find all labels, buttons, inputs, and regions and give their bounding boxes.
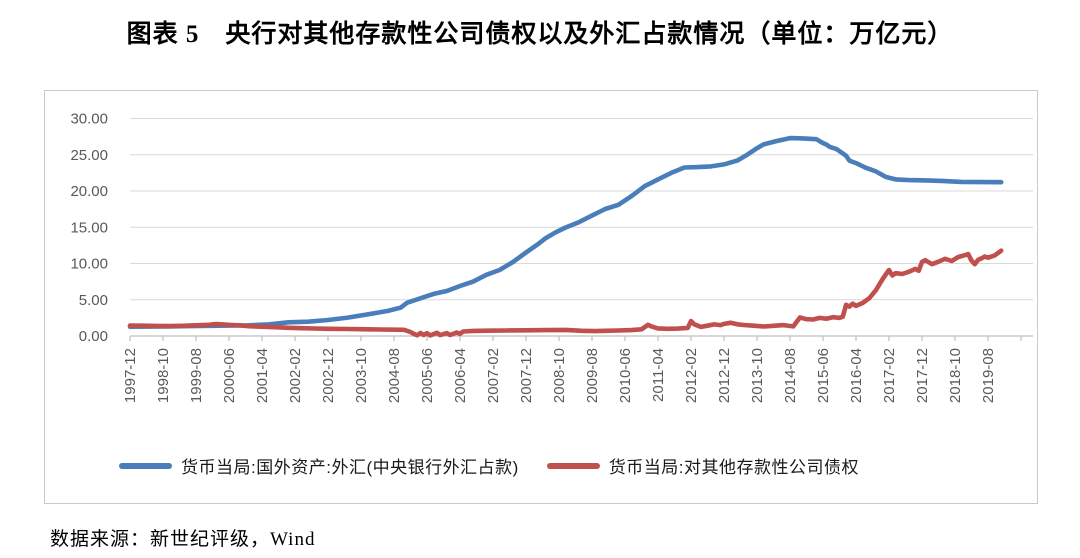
plot-svg: 0.00 5.00 10.00 15.00 20.00 25.00 30.00 1997-12… [70, 111, 1033, 403]
x-tick-label: 1997-12 [122, 348, 139, 403]
x-tick-label: 2019-08 [980, 348, 997, 403]
chart-container: 0.00 5.00 10.00 15.00 20.00 25.00 30.00 1997-12… [44, 90, 1038, 504]
y-tick-label: 25.00 [70, 147, 108, 164]
x-tick-label: 1999-08 [188, 348, 205, 403]
legend: 货币当局:国外资产:外汇(中央银行外汇占款) 货币当局:对其他存款性公司债权 [119, 453, 887, 478]
legend-item-claims: 货币当局:对其他存款性公司债权 [546, 453, 860, 478]
x-tick-label: 2009-08 [584, 348, 601, 403]
x-tick-label: 2014-08 [782, 348, 799, 403]
x-tick-label: 2004-08 [386, 348, 403, 403]
x-tick-label: 2013-10 [749, 348, 766, 403]
x-tick-label: 2002-02 [287, 348, 304, 403]
x-tick-label: 2005-06 [419, 348, 436, 403]
source-note: 数据来源：新世纪评级，Wind [50, 529, 316, 550]
x-tick-label: 2003-10 [353, 348, 370, 403]
series-line-fx [127, 135, 1004, 329]
x-tick-label: 2006-04 [452, 348, 469, 403]
chart-title: 图表 5 央行对其他存款性公司债权以及外汇占款情况（单位：万亿元） [126, 21, 954, 48]
y-tick-label: 5.00 [79, 292, 108, 309]
x-tick-label: 2015-06 [815, 348, 832, 403]
x-tick-label: 2012-02 [683, 348, 700, 403]
y-tick-label: 15.00 [70, 219, 108, 236]
x-tick-label: 2011-04 [650, 348, 667, 402]
y-tick-label: 10.00 [70, 256, 108, 273]
x-tick-label: 2017-12 [914, 348, 931, 403]
x-tick-label: 2008-10 [551, 348, 568, 403]
x-tick-label: 2001-04 [254, 348, 271, 403]
y-tick-label: 0.00 [79, 328, 108, 345]
series-line-claims [127, 248, 1004, 338]
y-tick-label: 20.00 [70, 183, 108, 200]
legend-swatch-red-line-icon [546, 462, 600, 469]
legend-label-claims: 货币当局:对其他存款性公司债权 [608, 458, 860, 477]
x-tick-label: 2002-12 [320, 348, 337, 403]
x-tick-label: 2012-12 [716, 348, 733, 403]
legend-swatch-blue-line-icon [119, 462, 172, 469]
legend-item-fx: 货币当局:国外资产:外汇(中央银行外汇占款) [119, 453, 519, 478]
legend-label-fx: 货币当局:国外资产:外汇(中央银行外汇占款) [181, 458, 519, 477]
x-tick-label: 2016-04 [848, 348, 865, 403]
x-tick-label: 1998-10 [155, 348, 172, 403]
y-tick-label: 30.00 [70, 111, 108, 128]
x-tick-label: 2018-10 [947, 348, 964, 403]
x-tick-label: 2007-12 [518, 348, 535, 403]
x-tick-label: 2000-06 [221, 348, 238, 403]
x-tick-label: 2007-02 [485, 348, 502, 403]
x-tick-label: 2017-02 [881, 348, 898, 403]
x-tick-label: 2010-06 [617, 348, 634, 403]
